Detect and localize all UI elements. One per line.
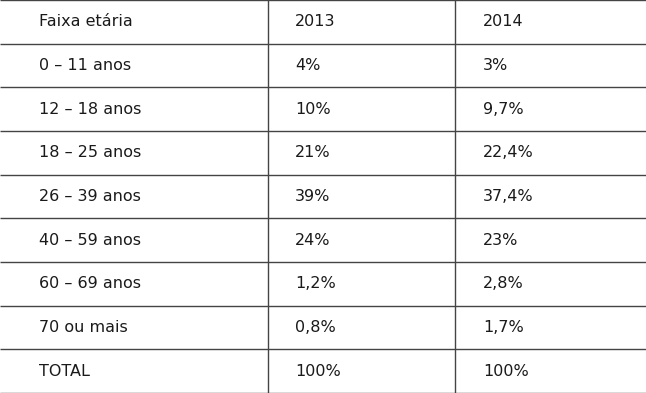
Text: 26 – 39 anos: 26 – 39 anos: [39, 189, 141, 204]
Text: 60 – 69 anos: 60 – 69 anos: [39, 276, 141, 291]
Text: 100%: 100%: [295, 364, 341, 379]
Text: 10%: 10%: [295, 102, 331, 117]
Text: 18 – 25 anos: 18 – 25 anos: [39, 145, 141, 160]
Text: 23%: 23%: [483, 233, 518, 248]
Text: 4%: 4%: [295, 58, 320, 73]
Text: 22,4%: 22,4%: [483, 145, 534, 160]
Text: 24%: 24%: [295, 233, 331, 248]
Text: 3%: 3%: [483, 58, 508, 73]
Text: 2013: 2013: [295, 14, 336, 29]
Text: 39%: 39%: [295, 189, 331, 204]
Text: 2014: 2014: [483, 14, 524, 29]
Text: 9,7%: 9,7%: [483, 102, 524, 117]
Text: Faixa etária: Faixa etária: [39, 14, 132, 29]
Text: 0 – 11 anos: 0 – 11 anos: [39, 58, 131, 73]
Text: 21%: 21%: [295, 145, 331, 160]
Text: 2,8%: 2,8%: [483, 276, 524, 291]
Text: 12 – 18 anos: 12 – 18 anos: [39, 102, 141, 117]
Text: 1,2%: 1,2%: [295, 276, 336, 291]
Text: 100%: 100%: [483, 364, 528, 379]
Text: TOTAL: TOTAL: [39, 364, 90, 379]
Text: 40 – 59 anos: 40 – 59 anos: [39, 233, 141, 248]
Text: 37,4%: 37,4%: [483, 189, 534, 204]
Text: 70 ou mais: 70 ou mais: [39, 320, 127, 335]
Text: 0,8%: 0,8%: [295, 320, 336, 335]
Text: 1,7%: 1,7%: [483, 320, 524, 335]
